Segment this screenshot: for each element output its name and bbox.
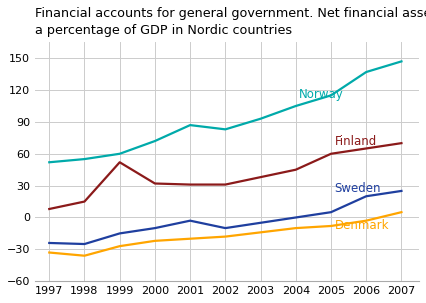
Text: Norway: Norway — [299, 88, 344, 101]
Text: Financial accounts for general government. Net financial asset as
a percentage o: Financial accounts for general governmen… — [35, 7, 426, 37]
Text: Finland: Finland — [334, 135, 377, 148]
Text: Denmark: Denmark — [334, 219, 389, 232]
Text: Sweden: Sweden — [334, 182, 381, 195]
